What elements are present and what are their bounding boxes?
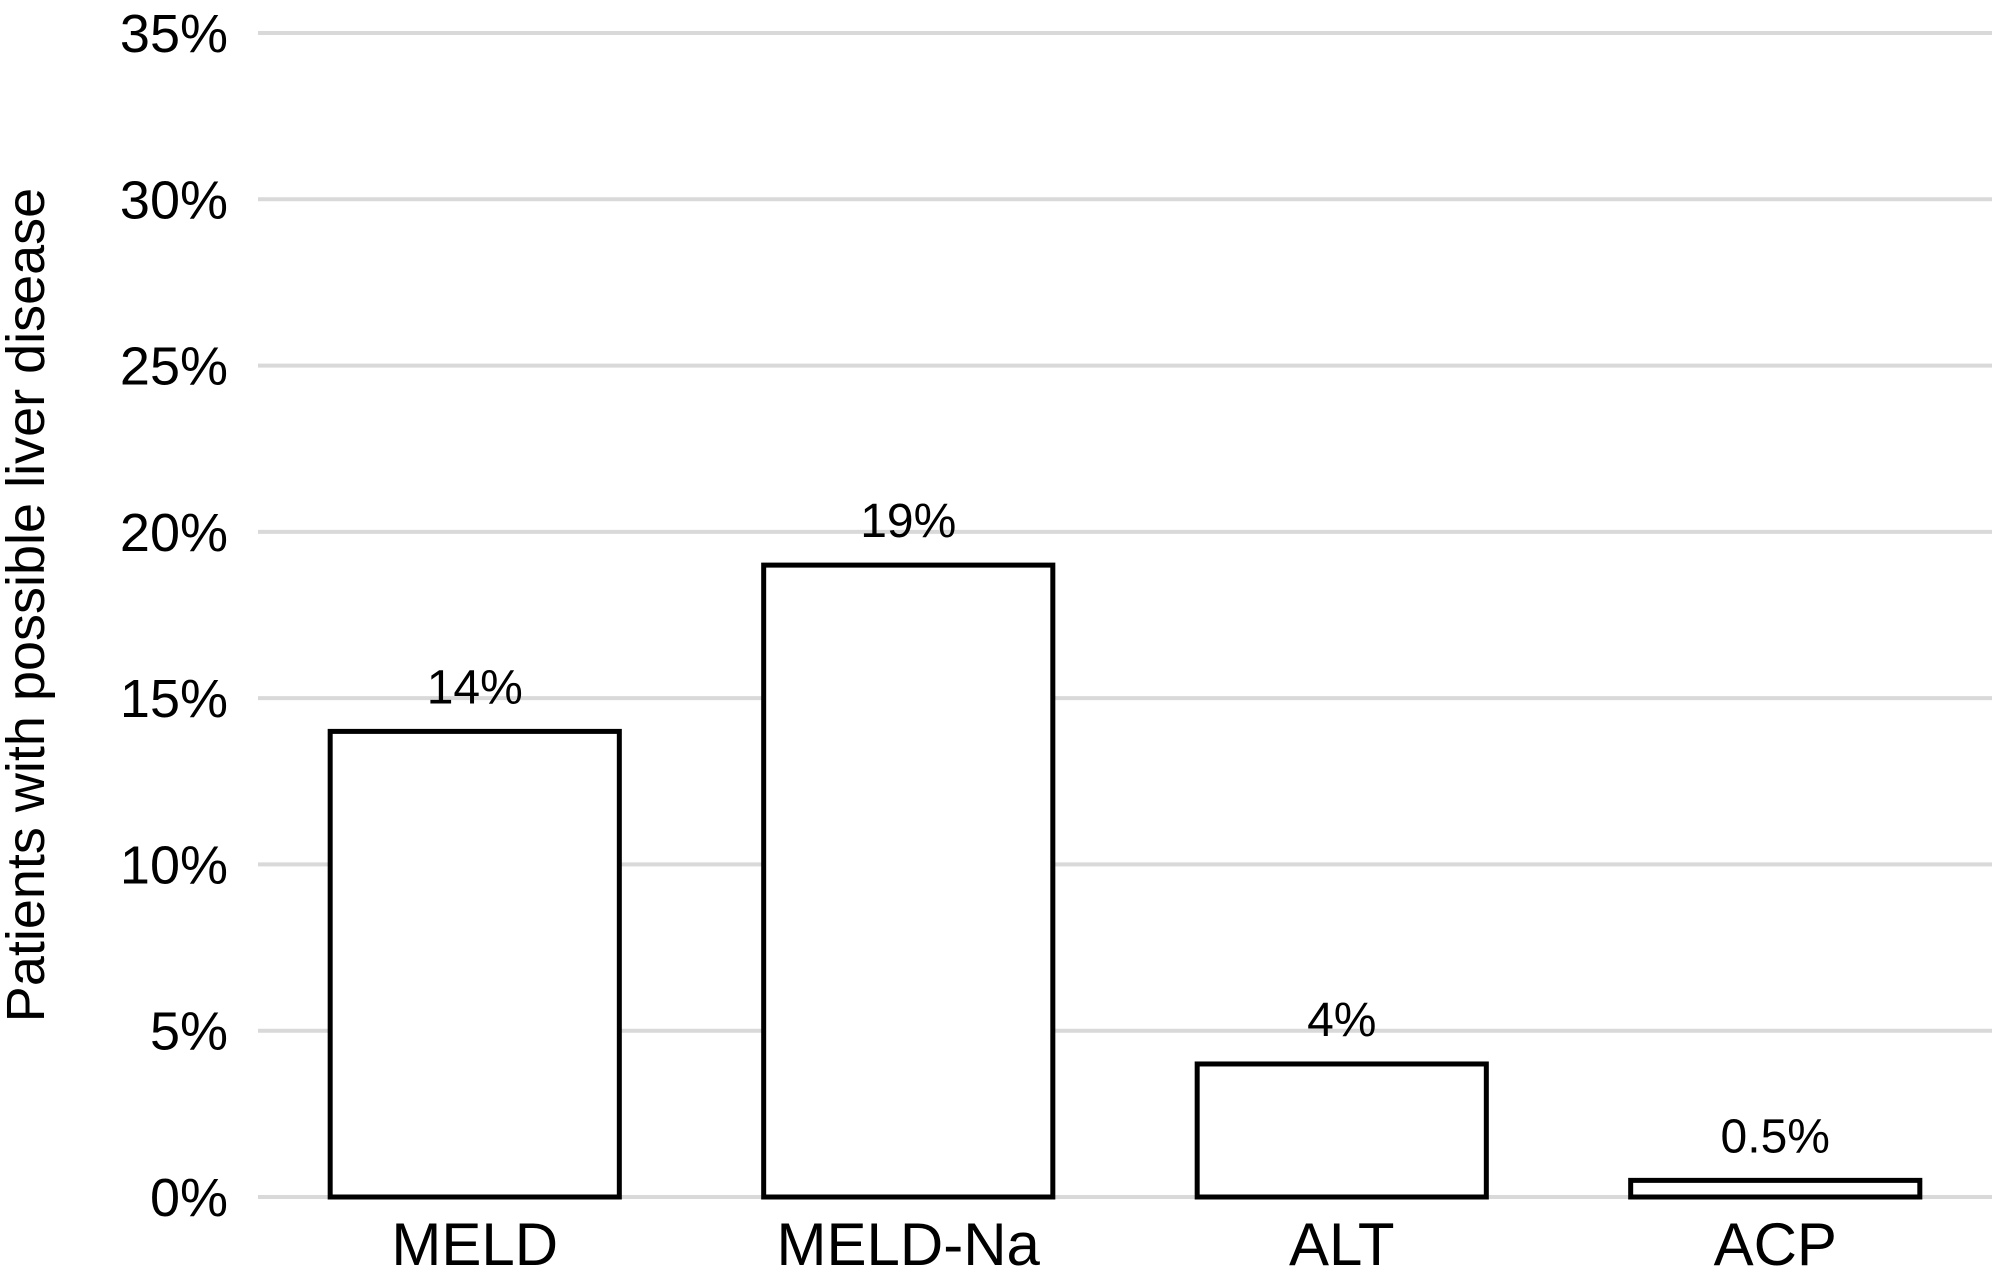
data-label: 19% [860,495,956,548]
bar-acp [1628,1177,1923,1200]
x-tick-label: MELD-Na [777,1211,1041,1267]
bar-meld [327,728,622,1200]
bars [327,562,1923,1200]
y-tick-label: 30% [120,170,228,230]
y-axis-label: Patients with possible liver disease [0,188,56,1022]
data-label: 0.5% [1721,1110,1830,1163]
x-tick-label: ACP [1714,1211,1837,1267]
data-label: 14% [427,661,523,714]
y-tick-label: 35% [120,4,228,64]
bar-meld-na [761,562,1056,1200]
x-tick-label: ALT [1289,1211,1395,1267]
y-tick-label: 25% [120,337,228,397]
bar-alt [1194,1061,1489,1200]
x-tick-label: MELD [391,1211,558,1267]
y-tick-label: 20% [120,503,228,563]
x-axis-ticks: MELD MELD-Na ALT ACP [391,1211,1837,1267]
y-tick-label: 10% [120,835,228,895]
data-label: 4% [1307,994,1376,1047]
data-labels: 14% 19% 4% 0.5% [427,495,1830,1163]
y-tick-label: 5% [150,1002,228,1062]
y-axis-ticks: 0% 5% 10% 15% 20% 25% 30% 35% [120,4,228,1228]
y-tick-label: 15% [120,669,228,729]
y-tick-label: 0% [150,1168,228,1228]
